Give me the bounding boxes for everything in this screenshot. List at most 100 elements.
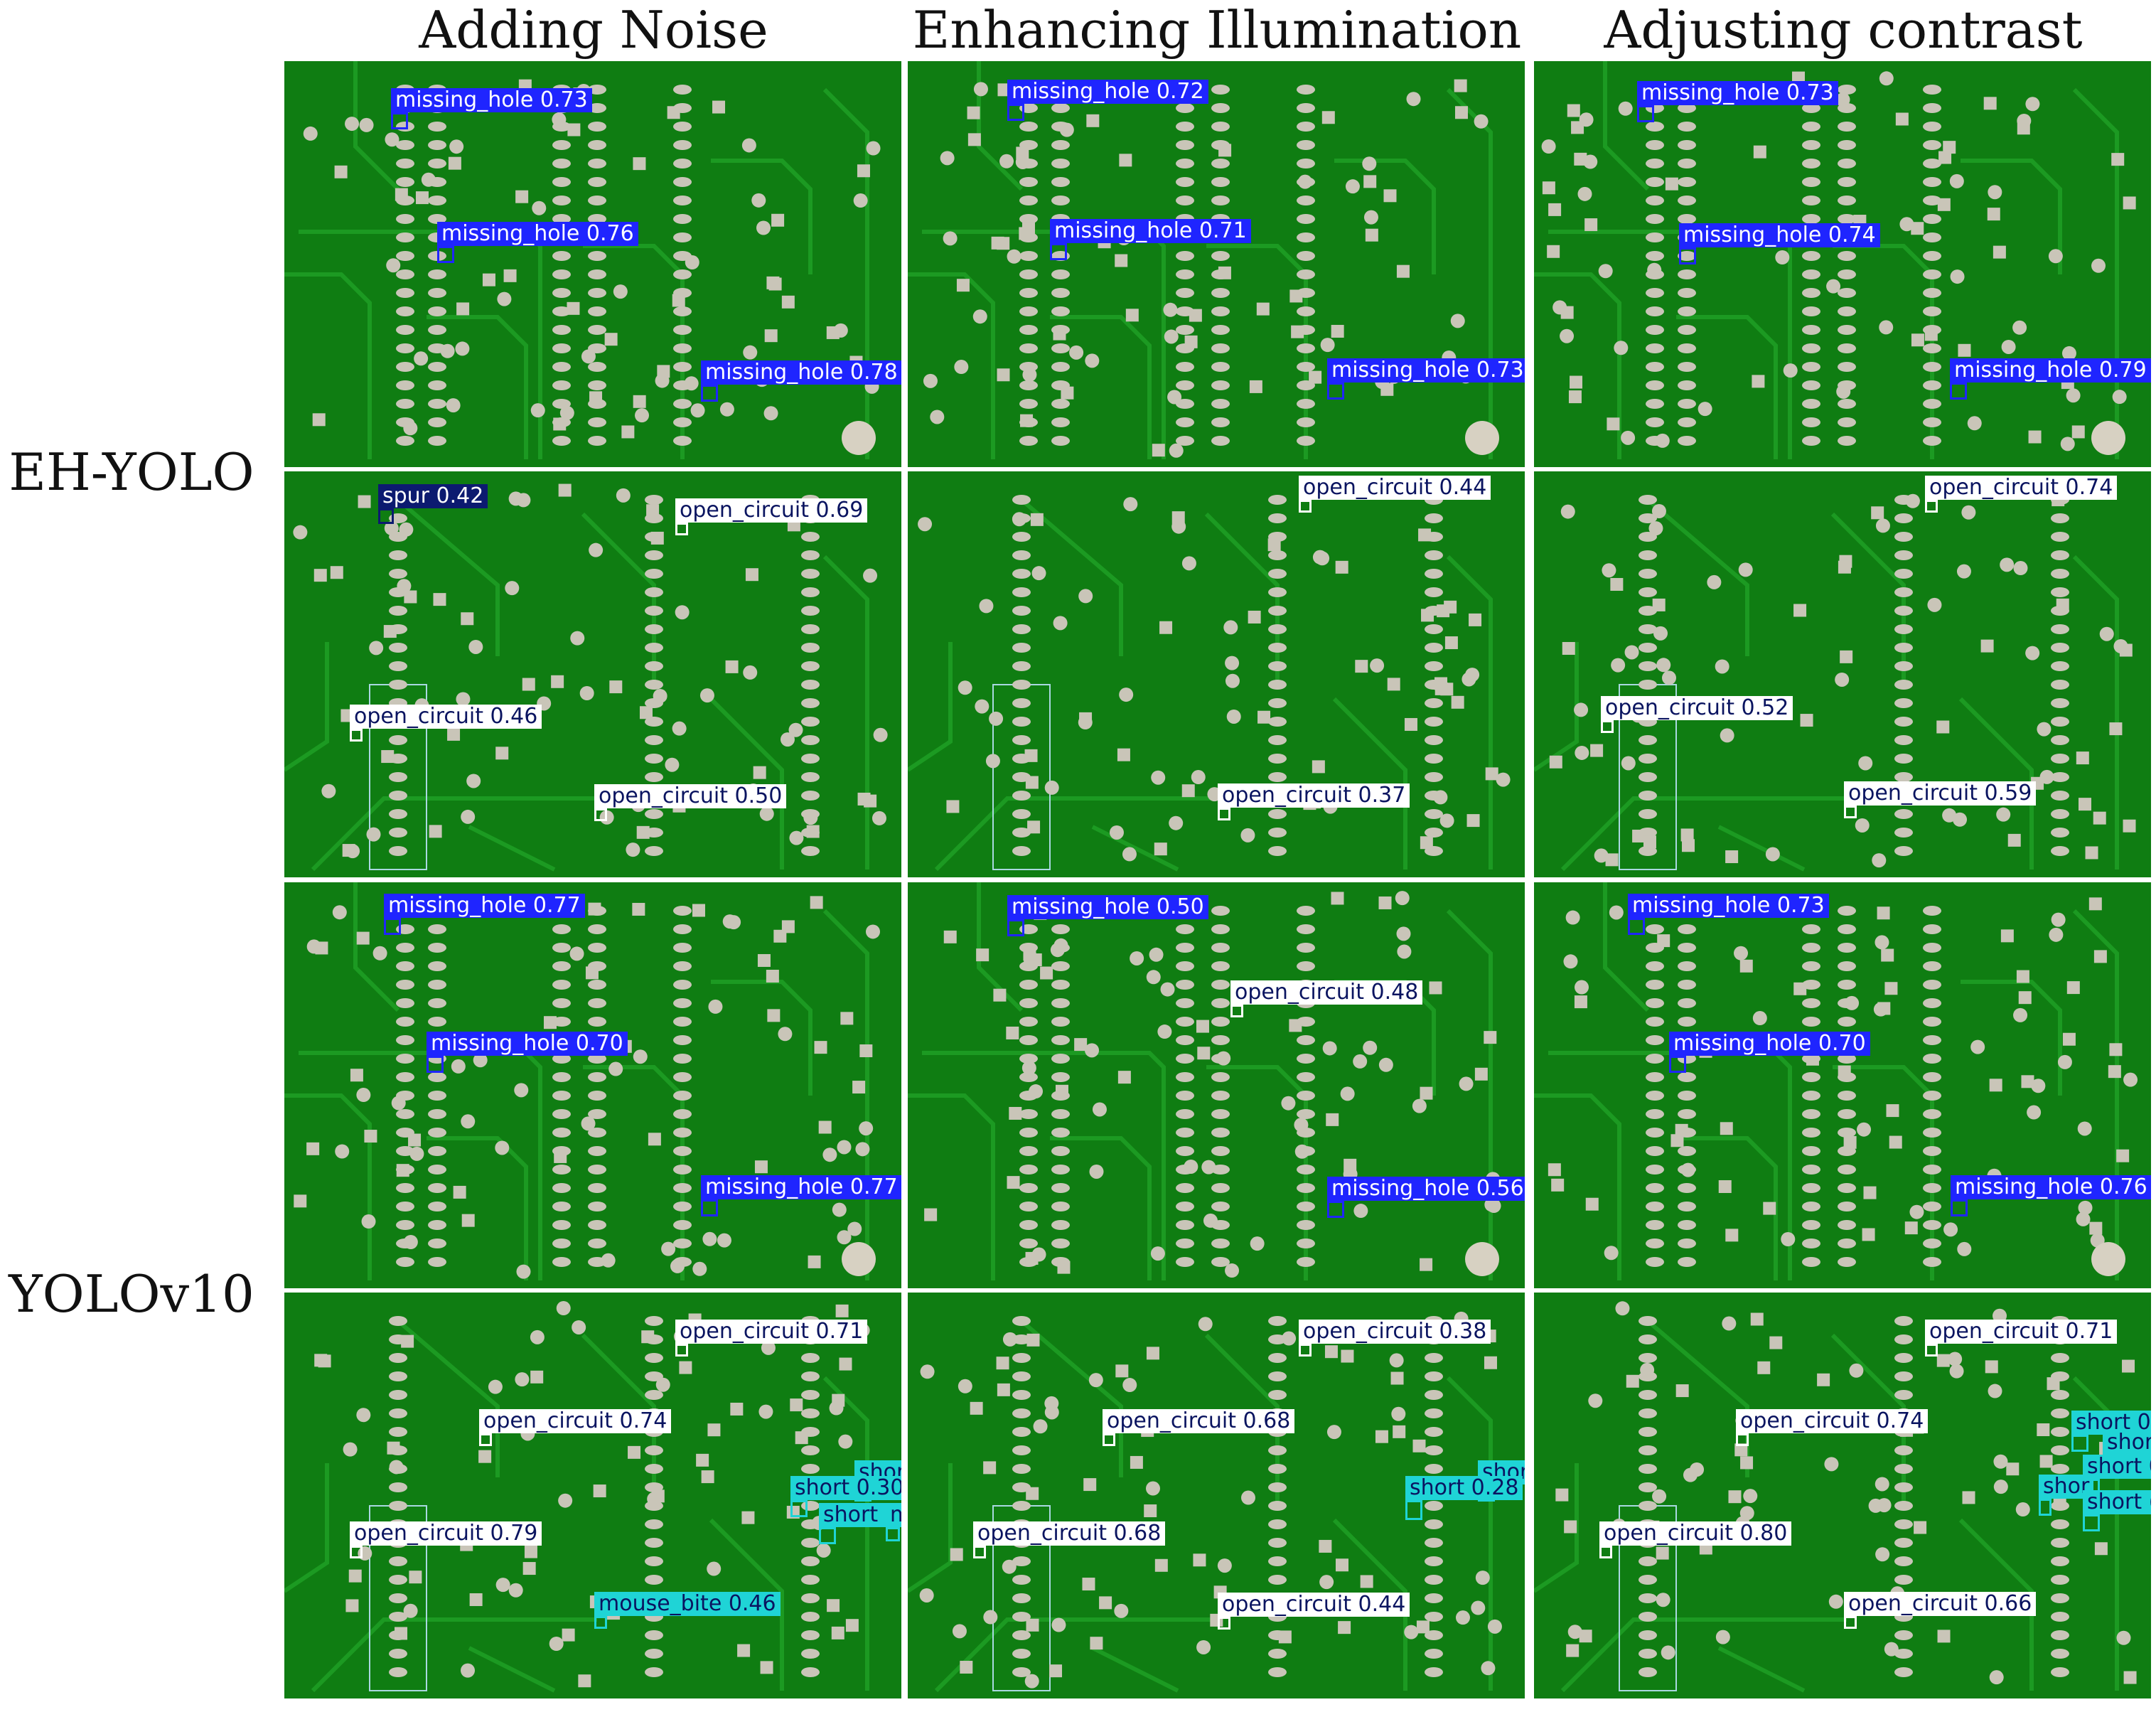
solder-pad bbox=[1838, 343, 1856, 353]
solder-pad bbox=[1646, 1128, 1664, 1138]
solder-pad bbox=[1923, 177, 1941, 187]
solder-pad bbox=[552, 159, 571, 168]
solder-pad bbox=[359, 117, 374, 132]
solder-pad bbox=[1698, 402, 1712, 417]
open-circuit-detection: open_circuit 0.69 bbox=[675, 498, 868, 535]
solder-pad bbox=[806, 825, 820, 838]
solder-pad bbox=[1993, 1308, 2007, 1323]
solder-pad bbox=[1639, 1427, 1657, 1437]
solder-pad bbox=[396, 1202, 414, 1211]
bounding-box bbox=[1844, 1616, 1857, 1629]
pcb-image bbox=[284, 471, 901, 877]
solder-pad bbox=[2017, 122, 2030, 135]
solder-pad bbox=[645, 1649, 663, 1659]
solder-pad bbox=[1583, 154, 1598, 169]
solder-pad bbox=[673, 1146, 692, 1156]
bounding-box bbox=[1599, 1546, 1612, 1558]
solder-pad bbox=[1211, 85, 1230, 95]
solder-pad bbox=[1560, 504, 1575, 519]
solder-pad bbox=[1059, 122, 1074, 137]
solder-pad bbox=[1734, 1443, 1748, 1457]
solder-pad bbox=[1923, 85, 1941, 95]
bounding-box bbox=[1844, 806, 1857, 818]
solder-pad bbox=[1297, 343, 1315, 353]
solder-pad bbox=[1007, 249, 1021, 264]
solder-pad bbox=[1585, 1197, 1599, 1211]
solder-pad bbox=[1678, 399, 1696, 409]
bounding-box bbox=[1925, 1344, 1938, 1357]
solder-pad bbox=[2015, 1502, 2030, 1517]
solder-pad bbox=[1019, 1128, 1038, 1138]
solder-pad bbox=[1026, 1333, 1040, 1347]
solder-pad bbox=[1309, 370, 1322, 384]
short-detection: short 0 bbox=[819, 1503, 901, 1544]
detection-panel: missing_hole 0.72 missing_hole 0.71 missin… bbox=[908, 61, 1525, 467]
solder-pad bbox=[551, 675, 564, 688]
pcb-trace bbox=[1332, 697, 1407, 870]
solder-pad bbox=[1802, 103, 1820, 113]
solder-pad bbox=[1646, 399, 1664, 409]
solder-pad bbox=[552, 251, 571, 261]
solder-pad bbox=[673, 85, 692, 95]
solder-pad bbox=[372, 946, 387, 961]
solder-pad bbox=[690, 403, 705, 418]
solder-pad bbox=[314, 1354, 328, 1367]
solder-pad bbox=[1838, 159, 1856, 168]
solder-pad bbox=[552, 196, 571, 205]
solder-pad bbox=[1007, 1176, 1020, 1189]
short-detection: short ( bbox=[2083, 1490, 2151, 1531]
solder-pad bbox=[1894, 1353, 1913, 1363]
solder-pad bbox=[428, 436, 446, 446]
solder-pad bbox=[552, 140, 571, 150]
solder-pad bbox=[1632, 829, 1646, 842]
solder-pad bbox=[808, 1255, 821, 1268]
solder-pad bbox=[428, 1238, 446, 1248]
solder-pad bbox=[1320, 338, 1335, 353]
solder-pad bbox=[1268, 495, 1287, 505]
solder-pad bbox=[1646, 1054, 1664, 1064]
solder-pad bbox=[2123, 819, 2136, 833]
solder-pad bbox=[665, 757, 680, 772]
solder-pad bbox=[415, 191, 429, 205]
solder-pad bbox=[1894, 754, 1913, 764]
solder-pad bbox=[754, 1160, 768, 1174]
detection-panel: open_circuit 0.71 open_circuit 0.74 short … bbox=[1534, 1293, 2151, 1698]
bounding-box bbox=[1637, 105, 1654, 122]
solder-pad bbox=[1639, 735, 1657, 745]
solder-pad bbox=[789, 830, 804, 845]
solder-pad bbox=[396, 1035, 414, 1045]
bounding-box bbox=[973, 1546, 986, 1558]
solder-pad bbox=[1425, 1538, 1443, 1548]
solder-pad bbox=[1012, 846, 1031, 856]
solder-pad bbox=[428, 269, 446, 279]
solder-pad bbox=[1548, 203, 1562, 216]
solder-pad bbox=[389, 735, 407, 745]
solder-pad bbox=[1149, 947, 1164, 962]
detection-label: short bbox=[2103, 1430, 2151, 1455]
open-circuit-detection: open_circuit 0.68 bbox=[1103, 1409, 1295, 1446]
solder-pad bbox=[1923, 399, 1941, 409]
solder-pad bbox=[648, 1133, 661, 1146]
solder-pad bbox=[1425, 643, 1443, 653]
solder-pad bbox=[1425, 809, 1443, 819]
solder-pad bbox=[1024, 1674, 1039, 1689]
solder-pad bbox=[1923, 998, 1941, 1008]
pcb-trace bbox=[397, 498, 500, 656]
solder-pad bbox=[1425, 1390, 1443, 1400]
solder-pad bbox=[958, 1379, 972, 1393]
solder-pad bbox=[645, 587, 663, 597]
solder-pad bbox=[1923, 943, 1941, 953]
solder-pad bbox=[778, 1027, 793, 1042]
detection-panel: spur 0.42 open_circuit 0.69 open_circuit 0… bbox=[284, 471, 901, 877]
solder-pad bbox=[2051, 735, 2069, 745]
solder-pad bbox=[1950, 269, 1965, 284]
solder-pad bbox=[1211, 1035, 1230, 1045]
solder-pad bbox=[1268, 1538, 1287, 1548]
solder-pad bbox=[645, 495, 663, 505]
solder-pad bbox=[737, 1644, 751, 1657]
open-circuit-detection: open_circuit 0.46 bbox=[350, 705, 542, 742]
solder-pad bbox=[1962, 1491, 1975, 1504]
solder-pad bbox=[1802, 1257, 1820, 1267]
solder-pad bbox=[835, 1304, 849, 1317]
solder-pad bbox=[1923, 1257, 1941, 1267]
